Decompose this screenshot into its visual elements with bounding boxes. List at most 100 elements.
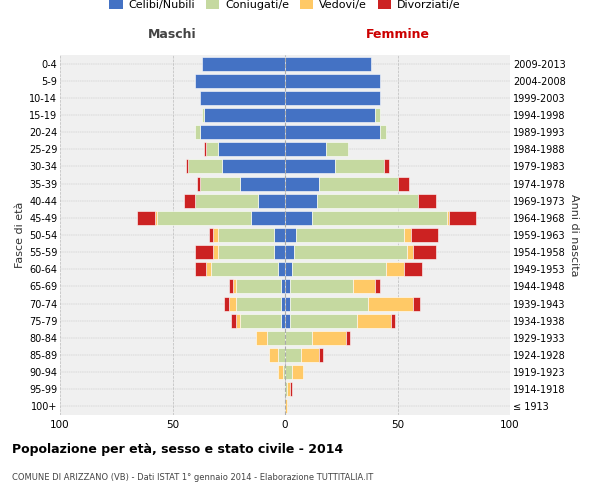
Bar — [285, 245, 294, 259]
Bar — [319, 176, 398, 190]
Bar — [199, 125, 285, 139]
Bar — [380, 125, 386, 139]
Bar — [202, 108, 204, 122]
Text: Femmine: Femmine — [365, 28, 430, 42]
Bar — [317, 194, 418, 207]
Bar — [285, 314, 290, 328]
Bar — [240, 176, 285, 190]
Bar — [384, 160, 389, 173]
Bar — [287, 382, 290, 396]
Bar — [413, 296, 420, 310]
Bar — [285, 331, 312, 345]
Bar — [290, 280, 353, 293]
Bar — [281, 280, 285, 293]
Bar — [202, 56, 285, 70]
Bar — [411, 228, 438, 242]
Bar — [285, 142, 325, 156]
Bar — [285, 228, 296, 242]
Bar — [312, 331, 346, 345]
Bar — [391, 314, 395, 328]
Bar — [213, 228, 218, 242]
Bar — [199, 176, 240, 190]
Bar — [296, 228, 404, 242]
Bar — [213, 245, 218, 259]
Bar — [199, 91, 285, 105]
Bar — [258, 194, 285, 207]
Bar — [251, 211, 285, 225]
Bar — [285, 160, 335, 173]
Bar — [285, 280, 290, 293]
Bar — [218, 228, 274, 242]
Bar — [224, 296, 229, 310]
Bar — [197, 176, 199, 190]
Bar — [256, 331, 267, 345]
Bar — [281, 296, 285, 310]
Bar — [368, 296, 413, 310]
Bar — [195, 125, 199, 139]
Bar — [386, 262, 404, 276]
Bar — [404, 262, 422, 276]
Bar — [278, 262, 285, 276]
Bar — [290, 314, 357, 328]
Text: Popolazione per età, sesso e stato civile - 2014: Popolazione per età, sesso e stato civil… — [12, 442, 343, 456]
Bar — [274, 245, 285, 259]
Bar — [353, 280, 375, 293]
Bar — [195, 262, 206, 276]
Bar — [413, 245, 436, 259]
Bar — [407, 245, 413, 259]
Bar — [229, 296, 235, 310]
Bar — [285, 125, 380, 139]
Bar — [195, 245, 213, 259]
Bar — [204, 142, 206, 156]
Bar — [278, 348, 285, 362]
Bar — [375, 280, 380, 293]
Bar — [235, 280, 281, 293]
Bar — [325, 142, 348, 156]
Bar — [312, 211, 447, 225]
Text: Maschi: Maschi — [148, 28, 197, 42]
Bar — [211, 262, 278, 276]
Bar — [285, 176, 319, 190]
Bar — [155, 211, 157, 225]
Bar — [195, 74, 285, 88]
Bar — [447, 211, 449, 225]
Bar — [186, 160, 188, 173]
Bar — [278, 365, 283, 379]
Bar — [285, 56, 371, 70]
Bar — [222, 160, 285, 173]
Legend: Celibi/Nubili, Coniugati/e, Vedovi/e, Divorziati/e: Celibi/Nubili, Coniugati/e, Vedovi/e, Di… — [106, 0, 464, 13]
Bar — [398, 176, 409, 190]
Bar — [240, 314, 281, 328]
Bar — [294, 245, 407, 259]
Text: COMUNE DI ARIZZANO (VB) - Dati ISTAT 1° gennaio 2014 - Elaborazione TUTTITALIA.I: COMUNE DI ARIZZANO (VB) - Dati ISTAT 1° … — [12, 472, 373, 482]
Bar — [290, 382, 292, 396]
Bar — [218, 142, 285, 156]
Bar — [285, 262, 292, 276]
Bar — [195, 194, 258, 207]
Bar — [285, 108, 375, 122]
Bar — [231, 314, 235, 328]
Bar — [418, 194, 436, 207]
Bar — [285, 211, 312, 225]
Bar — [285, 74, 380, 88]
Bar — [375, 108, 380, 122]
Bar — [301, 348, 319, 362]
Bar — [335, 160, 384, 173]
Bar — [209, 228, 213, 242]
Bar — [184, 194, 195, 207]
Bar — [285, 382, 287, 396]
Bar — [206, 142, 218, 156]
Bar — [137, 211, 155, 225]
Bar — [285, 348, 301, 362]
Y-axis label: Fasce di età: Fasce di età — [14, 202, 25, 268]
Bar — [235, 314, 240, 328]
Bar — [449, 211, 476, 225]
Bar — [285, 365, 292, 379]
Y-axis label: Anni di nascita: Anni di nascita — [569, 194, 580, 276]
Bar — [404, 228, 411, 242]
Bar — [285, 194, 317, 207]
Bar — [206, 262, 211, 276]
Bar — [319, 348, 323, 362]
Bar — [285, 91, 380, 105]
Bar — [346, 331, 350, 345]
